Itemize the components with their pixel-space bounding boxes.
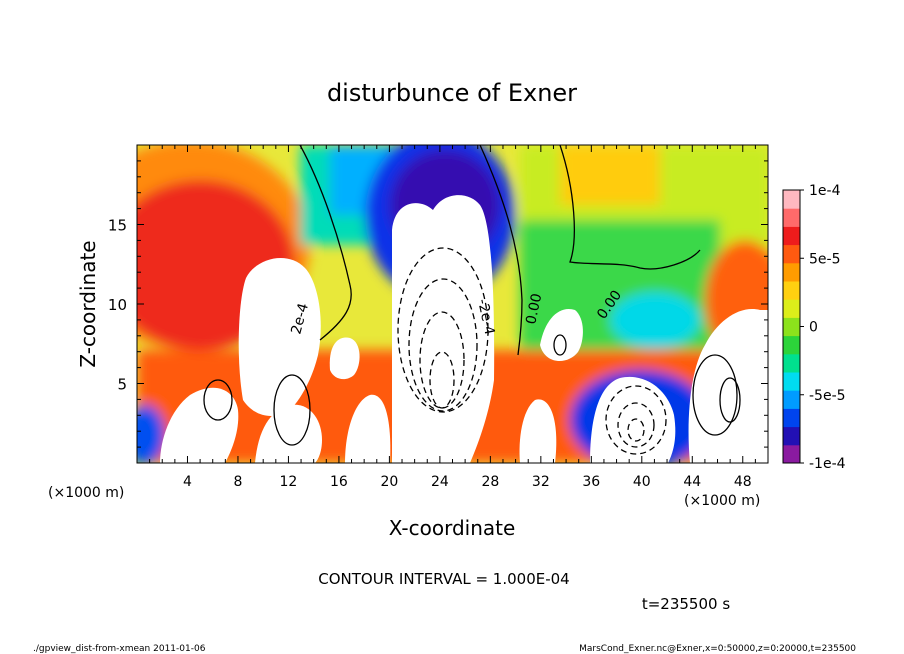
x-tick-label: 8 xyxy=(233,474,242,490)
right-top-orange xyxy=(560,145,660,205)
colorbar-segment xyxy=(783,408,800,428)
plot-area: 2e-4 -2e-4 0.00 0.00 4 8 12 16 20 24 28 32 36 40 4… xyxy=(108,144,769,490)
x-tick-label: 48 xyxy=(734,474,752,490)
colorbar-segment xyxy=(783,390,800,409)
contour-neg-7 xyxy=(627,418,645,442)
lower-left-negative xyxy=(137,405,165,463)
colorbar-segment xyxy=(783,208,800,227)
colorbar-segment xyxy=(783,299,800,318)
colorbar-segment xyxy=(783,444,800,464)
x-tick-label: 24 xyxy=(431,474,449,490)
white-left-mid xyxy=(255,404,322,463)
contour-left-ring-2 xyxy=(203,379,233,421)
contour-neg-4 xyxy=(429,351,455,409)
time-label: t=235500 s xyxy=(642,595,730,613)
x-axis-title: X-coordinate xyxy=(389,516,516,540)
y-unit-label: (×1000 m) xyxy=(48,485,124,501)
contour-zero-center xyxy=(479,145,523,356)
x-tick-label: 32 xyxy=(532,474,550,490)
chart-title: disturbunce of Exner xyxy=(327,79,577,107)
colorbar-tick-label: 5e-5 xyxy=(809,251,840,267)
colorbar-tick-label: 1e-4 xyxy=(809,183,841,199)
y-tick-label: 5 xyxy=(117,376,127,394)
colorbar-tick-label: 0 xyxy=(809,320,818,336)
white-left-upper xyxy=(238,257,321,416)
x-tick-label: 40 xyxy=(633,474,651,490)
x-tick-label: 44 xyxy=(683,474,701,490)
white-blob-b xyxy=(345,394,391,463)
contour-neg-6 xyxy=(617,402,655,448)
white-blob-d xyxy=(519,399,557,463)
contour-label: 2e-4 xyxy=(288,301,312,336)
contour-left-ring xyxy=(273,374,311,446)
contour-interval-note: CONTOUR INTERVAL = 1.000E-04 xyxy=(318,570,569,588)
y-tick-label: 15 xyxy=(108,217,127,235)
contour-small-ring xyxy=(553,334,567,356)
y-axis: 5 10 15 xyxy=(108,160,768,448)
colorbar-tick-label: -5e-5 xyxy=(809,388,846,404)
colorbar-segment xyxy=(783,244,800,264)
contour-zero-right xyxy=(559,145,701,270)
x-tick-label: 36 xyxy=(582,474,600,490)
contour-neg-5 xyxy=(605,385,667,455)
x-tick-label: 20 xyxy=(380,474,398,490)
x-tick-label: 12 xyxy=(280,474,298,490)
right-cyan xyxy=(610,292,700,348)
contour-zero-left xyxy=(299,145,352,341)
contour-label: 0.00 xyxy=(523,292,545,326)
x-tick-label: 28 xyxy=(481,474,499,490)
footer-right: MarsCond_Exner.nc@Exner,x=0:50000,z=0:20… xyxy=(579,644,856,654)
x-unit-label: (×1000 m) xyxy=(684,493,760,509)
white-blob-a xyxy=(329,337,360,380)
contour-lines-dashed xyxy=(397,247,667,455)
colorbar-segment xyxy=(783,190,800,209)
footer-left: ./gpview_dist-from-xmean 2011-01-06 xyxy=(33,644,206,654)
colorbar: 1e-4 5e-5 0 -5e-5 -1e-4 xyxy=(782,183,846,472)
y-tick-label: 10 xyxy=(108,296,127,314)
contour-label: -2e-4 xyxy=(474,298,497,337)
x-tick-label: 4 xyxy=(183,474,192,490)
colorbar-tick-label: -1e-4 xyxy=(809,456,846,472)
colorbar-segment xyxy=(783,317,800,337)
colorbar-segment xyxy=(783,262,800,282)
contour-right-ring xyxy=(692,354,738,436)
colorbar-segment xyxy=(783,335,800,355)
contour-neg-1 xyxy=(397,247,489,413)
colorbar-segment xyxy=(783,281,800,300)
white-central xyxy=(392,195,495,463)
colorbar-segment xyxy=(783,426,800,446)
contour-lines-solid xyxy=(203,145,741,446)
colorbar-segment xyxy=(783,372,800,391)
white-blob-right xyxy=(688,309,768,463)
x-tick-label: 16 xyxy=(330,474,348,490)
contour-neg-2 xyxy=(408,278,478,412)
color-field: 2e-4 -2e-4 0.00 0.00 xyxy=(137,145,768,463)
white-left-lower xyxy=(160,387,239,463)
colorbar-segment xyxy=(783,226,800,246)
contour-neg-3 xyxy=(419,311,465,409)
contour-right-ring-2 xyxy=(719,377,741,423)
y-axis-title: Z-coordinate xyxy=(76,240,100,367)
x-axis: 4 8 12 16 20 24 28 32 36 40 44 48 xyxy=(149,145,756,490)
colorbar-segment xyxy=(783,353,800,373)
